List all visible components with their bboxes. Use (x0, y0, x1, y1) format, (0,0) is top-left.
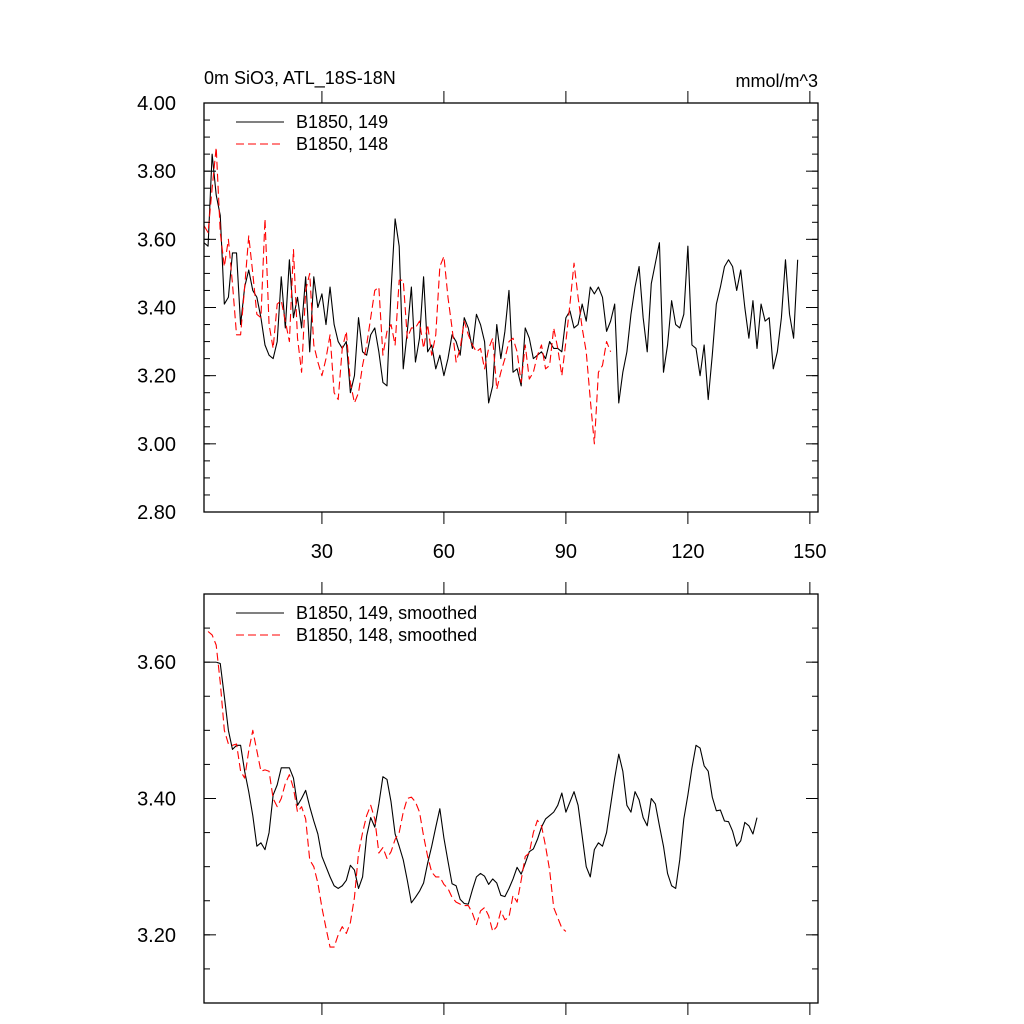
y-tick-label: 3.80 (137, 161, 176, 183)
y-tick-label: 3.60 (137, 229, 176, 251)
y-tick-label: 3.20 (137, 366, 176, 388)
x-tick-label: 30 (311, 541, 333, 563)
y-tick-label: 3.40 (137, 298, 176, 320)
y-tick-label: 3.20 (137, 925, 176, 947)
series-line-2 (203, 146, 612, 445)
plot-frame (203, 102, 819, 513)
legend-label-2: B1850, 148, smoothed (296, 625, 477, 645)
x-tick-label: 150 (793, 541, 826, 563)
units-label: mmol/m^3 (736, 71, 818, 91)
x-tick-label: 60 (433, 541, 455, 563)
y-tick-label: 3.40 (137, 789, 176, 811)
legend-label-2: B1850, 148 (296, 134, 388, 154)
series-line-1 (216, 661, 758, 905)
y-tick-label: 4.00 (137, 93, 176, 115)
x-tick-label: 90 (555, 541, 577, 563)
legend-label-1: B1850, 149 (296, 112, 388, 132)
series-line-1 (203, 153, 799, 404)
chart-title: 0m SiO3, ATL_18S-18N (204, 68, 396, 89)
legend-label-1: B1850, 149, smoothed (296, 603, 477, 623)
x-tick-label: 120 (671, 541, 704, 563)
top-panel: 0m SiO3, ATL_18S-18N mmol/m^3 2.80 3.00 3.… (137, 68, 826, 563)
y-tick-label: 3.60 (137, 652, 176, 674)
series-line-2 (207, 631, 567, 948)
y-tick-label: 3.00 (137, 434, 176, 456)
y-tick-label: 2.80 (137, 502, 176, 524)
